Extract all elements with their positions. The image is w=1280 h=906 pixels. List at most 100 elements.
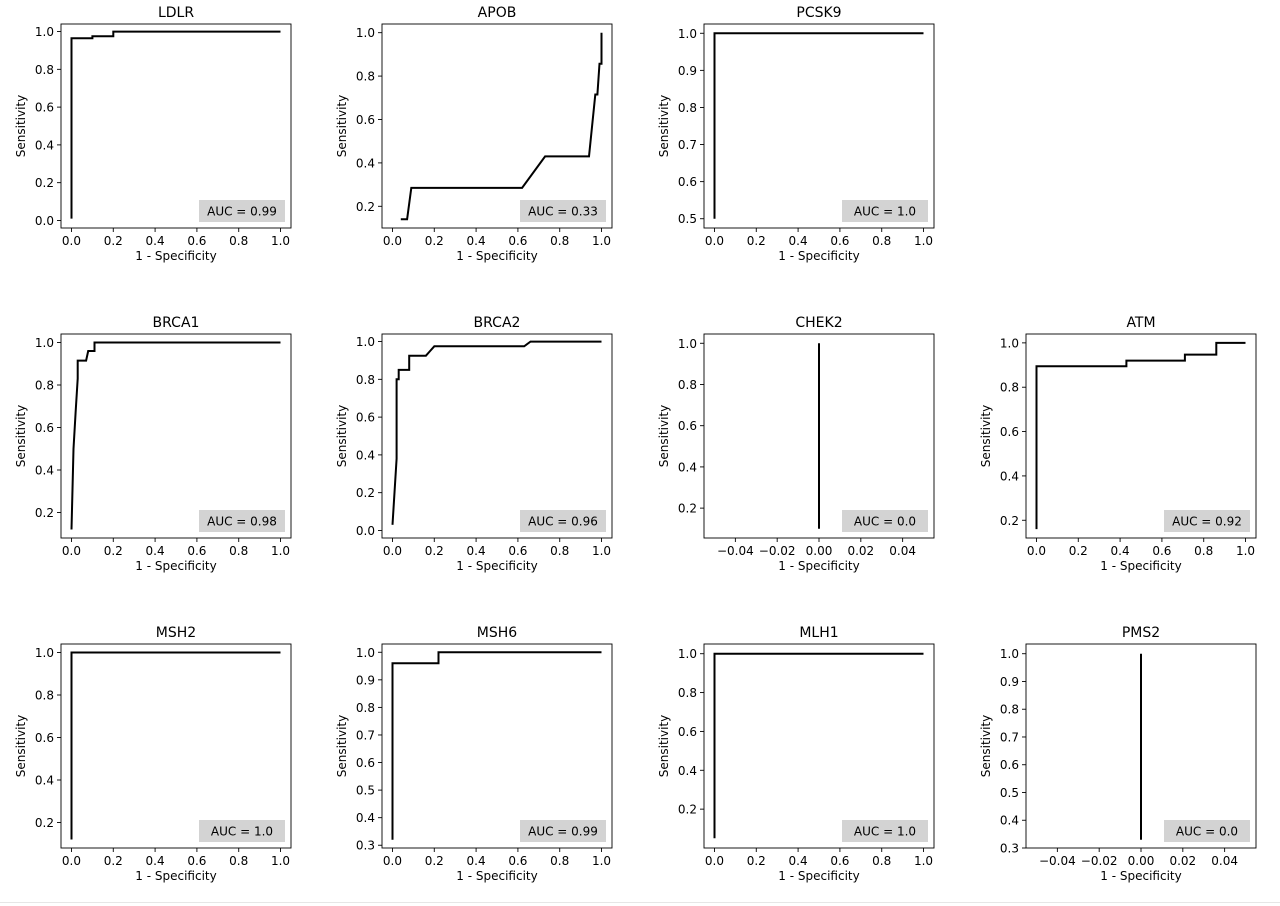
chart-1-xlabel: 1 - Specificity (456, 249, 537, 263)
chart-10-ytick-label: 0.8 (1000, 703, 1019, 717)
chart-9-axes-frame (703, 643, 935, 849)
chart-10-xtick-label: 0.04 (1211, 854, 1238, 868)
chart-9-ytick-label: 0.2 (678, 803, 697, 817)
chart-8-title: MSH6 (477, 625, 517, 641)
chart-1-ytick-label: 1.0 (356, 26, 375, 40)
chart-7-xtick-label: 0.4 (146, 854, 165, 868)
chart-4-xtick-label: 0.6 (508, 544, 527, 558)
chart-4-ytick-label: 0.0 (356, 524, 375, 538)
chart-7-panel: MSH2 0.0 0.2 0.4 0.6 0.8 1.0 0.2 0.4 0.6 0.8 1.0 1 -… (14, 625, 292, 883)
chart-7-ytick-label: 1.0 (35, 646, 54, 660)
chart-2-xtick-label: 0.0 (705, 234, 724, 248)
chart-2-xtick-label: 1.0 (914, 234, 933, 248)
chart-6-xtick-label: 0.8 (1194, 544, 1213, 558)
chart-9-xtick-label: 1.0 (914, 854, 933, 868)
chart-10-xtick-label: 0.02 (1169, 854, 1196, 868)
chart-6-roc-line (1035, 341, 1246, 530)
chart-6-xtick-label: 0.2 (1069, 544, 1088, 558)
chart-7-xtick-label: 0.8 (229, 854, 248, 868)
chart-8-ytick-label: 0.5 (356, 784, 375, 798)
chart-2-ytick-label: 0.5 (678, 212, 697, 226)
chart-4-ytick-label: 0.8 (356, 373, 375, 387)
chart-10-ytick-label: 0.5 (1000, 786, 1019, 800)
chart-2-xtick-label: 0.8 (872, 234, 891, 248)
chart-10-xtick-label: 0.00 (1128, 854, 1155, 868)
chart-7-ytick-label: 0.2 (35, 816, 54, 830)
chart-1-xtick-label: 0.6 (508, 234, 527, 248)
chart-8-ytick-label: 0.9 (356, 673, 375, 687)
chart-10-panel: PMS2 −0.04 −0.02 0.00 0.02 0.04 0.3 0.4 0.5 0.6 0.… (979, 625, 1257, 883)
chart-1-ytick-label: 0.6 (356, 113, 375, 127)
chart-3-auc-box (199, 510, 285, 532)
chart-0-xlabel: 1 - Specificity (135, 249, 216, 263)
chart-10-xtick-label: −0.02 (1081, 854, 1118, 868)
chart-5-ytick-label: 0.2 (678, 502, 697, 516)
chart-3-xtick-label: 0.0 (62, 544, 81, 558)
chart-9-ytick-label: 1.0 (678, 647, 697, 661)
chart-10-ytick-label: 0.9 (1000, 675, 1019, 689)
chart-5-xtick-label: 0.00 (806, 544, 833, 558)
chart-8-panel: MSH6 0.0 0.2 0.4 0.6 0.8 1.0 0.3 0.4 0.5 0.6 0.7 0.8… (335, 625, 613, 883)
chart-2-auc-label: AUC = 1.0 (854, 205, 916, 219)
chart-8-ytick-label: 0.3 (356, 839, 375, 853)
chart-1-axes-frame (381, 23, 613, 229)
chart-0-ytick-label: 1.0 (35, 25, 54, 39)
chart-0-ytick-label: 0.0 (35, 214, 54, 228)
chart-3-xtick-label: 0.8 (229, 544, 248, 558)
chart-5-xtick-label: 0.04 (889, 544, 916, 558)
chart-5-panel: CHEK2 −0.04 −0.02 0.00 0.02 0.04 0.2 0.4 0.6 0.8 1… (657, 315, 935, 573)
chart-3-panel: BRCA1 0.0 0.2 0.4 0.6 0.8 1.0 0.2 0.4 0.6 0.8 1.0 1 … (14, 315, 292, 573)
chart-1-roc-line (400, 32, 603, 221)
chart-6-xtick-label: 1.0 (1236, 544, 1255, 558)
chart-10-auc-label: AUC = 0.0 (1176, 825, 1238, 839)
chart-9-xtick-label: 0.8 (872, 854, 891, 868)
chart-6-ytick-label: 0.2 (1000, 514, 1019, 528)
chart-3-ylabel: Sensitivity (14, 405, 28, 467)
chart-9-ytick-label: 0.4 (678, 764, 697, 778)
chart-1-panel: APOB 0.0 0.2 0.4 0.6 0.8 1.0 0.2 0.4 0.6 0.8 1.0 1 -… (335, 5, 613, 263)
chart-7-xtick-label: 0.0 (62, 854, 81, 868)
chart-0-title: LDLR (158, 5, 194, 21)
chart-9-xtick-label: 0.6 (830, 854, 849, 868)
chart-3-ytick-label: 0.4 (35, 464, 54, 478)
chart-4-xtick-label: 0.0 (383, 544, 402, 558)
chart-2-xtick-label: 0.2 (747, 234, 766, 248)
chart-4-xtick-label: 1.0 (592, 544, 611, 558)
chart-6-auc-box (1164, 510, 1250, 532)
chart-8-roc-line (391, 651, 602, 840)
chart-8-ytick-label: 0.6 (356, 756, 375, 770)
chart-8-ytick-label: 1.0 (356, 646, 375, 660)
chart-7-ylabel: Sensitivity (14, 715, 28, 777)
chart-3-ytick-label: 0.2 (35, 506, 54, 520)
chart-2-ytick-label: 0.8 (678, 101, 697, 115)
chart-8-xtick-label: 0.0 (383, 854, 402, 868)
chart-2-ytick-label: 0.7 (678, 138, 697, 152)
chart-0-ytick-label: 0.6 (35, 101, 54, 115)
chart-8-ytick-label: 0.8 (356, 701, 375, 715)
chart-1-ytick-label: 0.8 (356, 70, 375, 84)
chart-4-ytick-label: 0.6 (356, 411, 375, 425)
chart-2-ylabel: Sensitivity (657, 95, 671, 157)
chart-9-xtick-label: 0.0 (705, 854, 724, 868)
chart-5-ytick-label: 1.0 (678, 337, 697, 351)
chart-4-ylabel: Sensitivity (335, 405, 349, 467)
chart-0-panel: LDLR 0.0 0.2 0.4 0.6 0.8 1.0 0.0 0.2 0.4 0.6 0.8 1.0… (14, 5, 292, 263)
chart-4-xlabel: 1 - Specificity (456, 559, 537, 573)
chart-2-panel: PCSK9 0.0 0.2 0.4 0.6 0.8 1.0 0.5 0.6 0.7 0.8 0.9 1.… (657, 5, 935, 263)
chart-7-ytick-label: 0.8 (35, 689, 54, 703)
chart-5-ytick-label: 0.4 (678, 460, 697, 474)
chart-1-xtick-label: 1.0 (592, 234, 611, 248)
chart-1-auc-label: AUC = 0.33 (528, 205, 598, 219)
chart-0-xtick-label: 0.0 (62, 234, 81, 248)
chart-3-title: BRCA1 (153, 315, 200, 331)
chart-0-xtick-label: 1.0 (271, 234, 290, 248)
chart-0-xtick-label: 0.4 (146, 234, 165, 248)
chart-3-ytick-label: 0.8 (35, 379, 54, 393)
chart-9-xlabel: 1 - Specificity (778, 869, 859, 883)
chart-2-title: PCSK9 (796, 5, 841, 21)
chart-7-ytick-label: 0.6 (35, 731, 54, 745)
chart-3-xtick-label: 1.0 (271, 544, 290, 558)
chart-2-ytick-label: 1.0 (678, 27, 697, 41)
chart-2-auc-box (842, 200, 928, 222)
chart-3-xtick-label: 0.2 (104, 544, 123, 558)
